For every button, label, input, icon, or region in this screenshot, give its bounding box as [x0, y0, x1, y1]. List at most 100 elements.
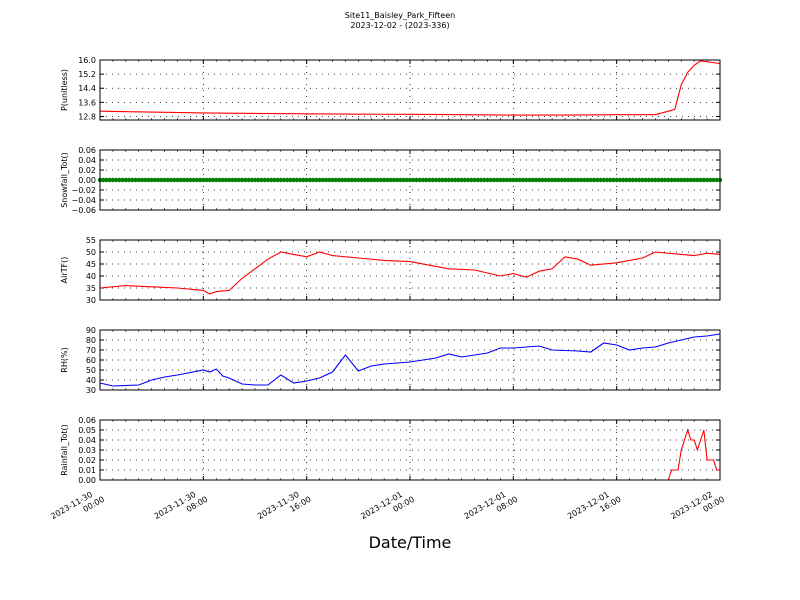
data-point: [643, 177, 648, 183]
data-point: [346, 177, 351, 183]
data-point: [646, 177, 652, 183]
data-point: [194, 177, 200, 183]
data-point: [330, 177, 335, 183]
data-point: [491, 177, 497, 183]
data-point: [178, 177, 183, 183]
data-point: [168, 177, 174, 183]
data-point: [695, 177, 700, 183]
y-tick-label: 0.00: [78, 476, 96, 485]
x-tick-label: 2023-11-3008:00: [153, 486, 210, 530]
data-point: [446, 177, 451, 183]
data-point: [617, 177, 623, 183]
data-point: [507, 177, 513, 183]
data-point: [123, 177, 129, 183]
data-point: [640, 177, 645, 183]
y-tick-label: 40: [86, 376, 96, 385]
data-point: [669, 177, 674, 183]
data-point: [595, 177, 600, 183]
y-tick-label: 50: [86, 366, 96, 375]
data-point: [582, 177, 587, 183]
data-point: [239, 177, 245, 183]
data-point: [249, 177, 254, 183]
y-tick-label: 0.05: [78, 426, 96, 435]
data-point: [201, 177, 206, 183]
data-point: [272, 177, 277, 183]
y-tick-label: 35: [86, 284, 96, 293]
data-point: [562, 177, 568, 183]
panel-frame: [99, 239, 721, 301]
data-point: [533, 177, 539, 183]
y-tick-label: 0.04: [78, 436, 96, 445]
data-point: [117, 177, 122, 183]
data-point: [336, 177, 342, 183]
data-point: [714, 177, 719, 183]
data-point: [598, 177, 603, 183]
data-point: [107, 177, 112, 183]
data-point: [501, 177, 506, 183]
y-tick-label: 50: [86, 248, 96, 257]
data-point: [385, 177, 390, 183]
data-point: [688, 177, 694, 183]
y-tick-label: 60: [86, 356, 96, 365]
data-point: [404, 177, 409, 183]
data-point: [478, 177, 484, 183]
y-tick-label: 0.06: [78, 146, 96, 155]
data-point: [675, 177, 681, 183]
data-point: [653, 177, 658, 183]
data-point: [372, 177, 377, 183]
data-point: [320, 177, 326, 183]
x-tick-label: 2023-12-0108:00: [463, 486, 520, 530]
data-point: [494, 177, 500, 183]
data-point: [139, 177, 145, 183]
data-point: [349, 177, 355, 183]
data-point: [365, 177, 371, 183]
data-point: [104, 177, 109, 183]
data-point: [188, 177, 193, 183]
data-point: [682, 177, 687, 183]
data-point: [472, 177, 477, 183]
y-tick-label: 0.02: [78, 456, 96, 465]
data-point: [566, 177, 571, 183]
data-point: [540, 177, 545, 183]
data-point: [210, 177, 216, 183]
data-point: [394, 177, 400, 183]
data-point: [136, 177, 141, 183]
x-tick-label: 2023-12-0200:00: [669, 486, 726, 530]
data-point: [456, 177, 461, 183]
data-point: [672, 177, 677, 183]
data-point: [181, 177, 187, 183]
y-tick-label: 40: [86, 272, 96, 281]
y-tick-label: 80: [86, 336, 96, 345]
data-point: [549, 177, 555, 183]
panel-frame: [99, 329, 721, 391]
data-point: [459, 177, 464, 183]
data-point: [356, 177, 361, 183]
data-point: [155, 177, 161, 183]
data-point: [691, 177, 697, 183]
y-tick-label: 45: [86, 260, 96, 269]
data-point: [543, 177, 548, 183]
y-tick-label: −0.04: [71, 196, 96, 205]
data-point: [317, 177, 322, 183]
y-tick-label: 55: [86, 236, 96, 245]
x-tick-label: 2023-11-3000:00: [49, 486, 106, 530]
data-point: [430, 177, 435, 183]
data-point: [133, 177, 138, 183]
figure-title: Site11_Baisley_Park_Fifteen: [344, 11, 456, 20]
x-axis-label: Date/Time: [368, 533, 452, 552]
data-point: [378, 177, 384, 183]
x-tick-label: 2023-11-3016:00: [256, 486, 313, 530]
data-point: [301, 177, 306, 183]
data-point: [624, 177, 629, 183]
data-point: [159, 177, 164, 183]
data-point: [488, 177, 493, 183]
y-tick-label: 16.0: [78, 56, 96, 65]
data-point: [482, 177, 487, 183]
data-point: [126, 177, 132, 183]
data-point: [314, 177, 319, 183]
data-point: [268, 177, 274, 183]
data-point: [175, 177, 180, 183]
data-point: [391, 177, 397, 183]
data-point: [462, 177, 468, 183]
data-point: [440, 177, 445, 183]
